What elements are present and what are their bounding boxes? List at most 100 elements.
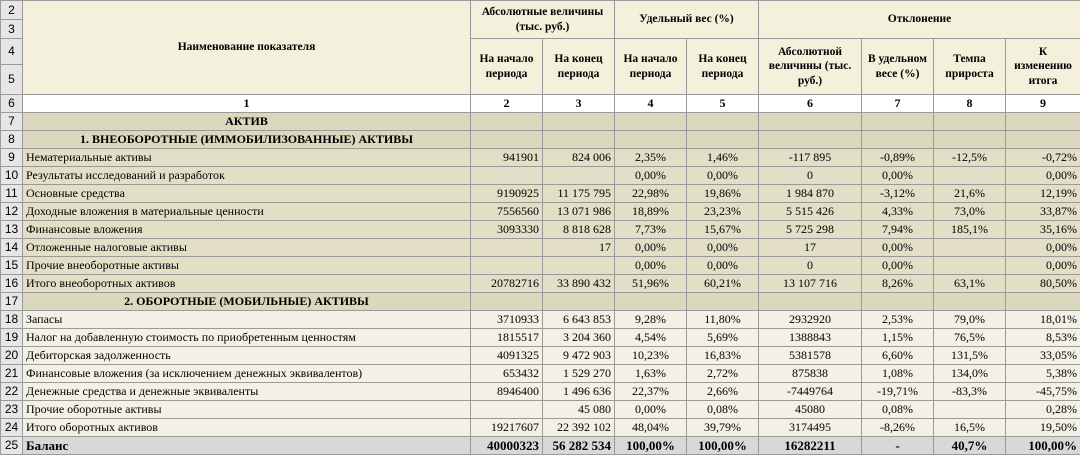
balance-value-cell[interactable]: 56 282 534 — [542, 436, 615, 455]
value-cell[interactable]: 18,89% — [614, 202, 687, 221]
value-cell[interactable]: 0,08% — [861, 400, 934, 419]
value-cell[interactable]: 9,28% — [614, 310, 687, 329]
value-cell[interactable]: 5381578 — [758, 346, 862, 365]
row-header-17[interactable]: 17 — [0, 292, 23, 311]
value-cell[interactable]: 60,21% — [686, 274, 759, 293]
row-header[interactable]: 18 — [0, 310, 23, 329]
value-cell[interactable]: 22 392 102 — [542, 418, 615, 437]
value-cell[interactable]: 45 080 — [542, 400, 615, 419]
indicator-name-cell[interactable]: Отложенные налоговые активы — [22, 238, 471, 257]
col-number-cell[interactable]: 7 — [861, 94, 934, 113]
value-cell[interactable]: 16,5% — [933, 418, 1006, 437]
header-absolute-values[interactable]: Абсолютные величины (тыс. руб.) — [470, 0, 615, 39]
value-cell[interactable]: 22,37% — [614, 382, 687, 401]
value-cell[interactable]: 3174495 — [758, 418, 862, 437]
value-cell[interactable]: 10,23% — [614, 346, 687, 365]
value-cell[interactable]: 4,33% — [861, 202, 934, 221]
value-cell[interactable]: 19217607 — [470, 418, 543, 437]
value-cell[interactable]: 0,00% — [861, 238, 934, 257]
empty-cell[interactable] — [861, 130, 934, 149]
row-header-3[interactable]: 3 — [0, 19, 23, 39]
empty-cell[interactable] — [933, 292, 1006, 311]
row-header[interactable]: 15 — [0, 256, 23, 275]
balance-value-cell[interactable]: 40000323 — [470, 436, 543, 455]
empty-cell[interactable] — [933, 112, 1006, 131]
header-deviation[interactable]: Отклонение — [757, 0, 1080, 39]
value-cell[interactable]: 0,00% — [861, 256, 934, 275]
value-cell[interactable]: 19,86% — [686, 184, 759, 203]
value-cell[interactable]: 824 006 — [542, 148, 615, 167]
value-cell[interactable]: -83,3% — [933, 382, 1006, 401]
value-cell[interactable]: 13 071 986 — [542, 202, 615, 221]
value-cell[interactable]: 73,0% — [933, 202, 1006, 221]
value-cell[interactable]: 1,46% — [686, 148, 759, 167]
indicator-name-cell[interactable]: Налог на добавленную стоимость по приобр… — [22, 328, 471, 347]
empty-cell[interactable] — [686, 112, 759, 131]
value-cell[interactable]: 9 472 903 — [542, 346, 615, 365]
empty-cell[interactable] — [614, 292, 687, 311]
row-header[interactable]: 24 — [0, 418, 23, 437]
value-cell[interactable]: 20782716 — [470, 274, 543, 293]
empty-cell[interactable] — [470, 292, 543, 311]
value-cell[interactable]: 2,35% — [614, 148, 687, 167]
col-number-cell[interactable]: 9 — [1004, 94, 1080, 113]
row-header[interactable]: 9 — [0, 148, 23, 167]
empty-cell[interactable] — [686, 130, 759, 149]
value-cell[interactable]: 1,08% — [861, 364, 934, 383]
value-cell[interactable]: 33,05% — [1004, 346, 1080, 365]
balance-value-cell[interactable]: - — [861, 436, 934, 455]
header-abs-start[interactable]: На начало периода — [470, 38, 543, 95]
row-header-2[interactable]: 2 — [0, 0, 23, 20]
empty-cell[interactable] — [614, 130, 687, 149]
value-cell[interactable]: 1388843 — [758, 328, 862, 347]
value-cell[interactable] — [470, 256, 543, 275]
value-cell[interactable]: 6,60% — [861, 346, 934, 365]
value-cell[interactable]: 1815517 — [470, 328, 543, 347]
balance-value-cell[interactable]: 100,00% — [686, 436, 759, 455]
col-number-cell[interactable]: 6 — [758, 94, 862, 113]
header-dev-share[interactable]: В удельном весе (%) — [861, 38, 934, 95]
value-cell[interactable]: 1,15% — [861, 328, 934, 347]
value-cell[interactable]: 11,80% — [686, 310, 759, 329]
value-cell[interactable]: 0,00% — [1004, 256, 1080, 275]
value-cell[interactable]: 653432 — [470, 364, 543, 383]
row-header[interactable]: 16 — [0, 274, 23, 293]
value-cell[interactable] — [542, 256, 615, 275]
header-name-column[interactable]: Наименование показателя — [22, 0, 471, 95]
value-cell[interactable]: 185,1% — [933, 220, 1006, 239]
value-cell[interactable]: 12,19% — [1004, 184, 1080, 203]
header-dev-absolute[interactable]: Абсолютной величины (тыс. руб.) — [758, 38, 862, 95]
value-cell[interactable]: 16,83% — [686, 346, 759, 365]
header-share[interactable]: Удельный вес (%) — [614, 0, 759, 39]
value-cell[interactable]: 8 818 628 — [542, 220, 615, 239]
value-cell[interactable]: 76,5% — [933, 328, 1006, 347]
value-cell[interactable]: -0,72% — [1004, 148, 1080, 167]
value-cell[interactable]: 63,1% — [933, 274, 1006, 293]
indicator-name-cell[interactable]: Дебиторская задолженность — [22, 346, 471, 365]
header-share-start[interactable]: На начало периода — [614, 38, 687, 95]
empty-cell[interactable] — [1004, 292, 1080, 311]
empty-cell[interactable] — [758, 112, 862, 131]
value-cell[interactable]: 23,23% — [686, 202, 759, 221]
value-cell[interactable]: 0,00% — [1004, 166, 1080, 185]
section-heading-noncurrent[interactable]: 1. ВНЕОБОРОТНЫЕ (ИММОБИЛИЗОВАННЫЕ) АКТИВ… — [22, 130, 471, 149]
value-cell[interactable]: 0 — [758, 256, 862, 275]
value-cell[interactable]: 0,00% — [614, 400, 687, 419]
value-cell[interactable]: 4091325 — [470, 346, 543, 365]
value-cell[interactable]: -12,5% — [933, 148, 1006, 167]
empty-cell[interactable] — [758, 292, 862, 311]
value-cell[interactable]: 7,94% — [861, 220, 934, 239]
value-cell[interactable]: 11 175 795 — [542, 184, 615, 203]
value-cell[interactable]: -117 895 — [758, 148, 862, 167]
row-header-7[interactable]: 7 — [0, 112, 23, 131]
empty-cell[interactable] — [614, 112, 687, 131]
row-header[interactable]: 14 — [0, 238, 23, 257]
value-cell[interactable]: 7,73% — [614, 220, 687, 239]
indicator-name-cell[interactable]: Прочие оборотные активы — [22, 400, 471, 419]
empty-cell[interactable] — [758, 130, 862, 149]
value-cell[interactable]: 875838 — [758, 364, 862, 383]
empty-cell[interactable] — [470, 130, 543, 149]
row-header[interactable]: 21 — [0, 364, 23, 383]
value-cell[interactable]: 134,0% — [933, 364, 1006, 383]
value-cell[interactable]: 1 496 636 — [542, 382, 615, 401]
